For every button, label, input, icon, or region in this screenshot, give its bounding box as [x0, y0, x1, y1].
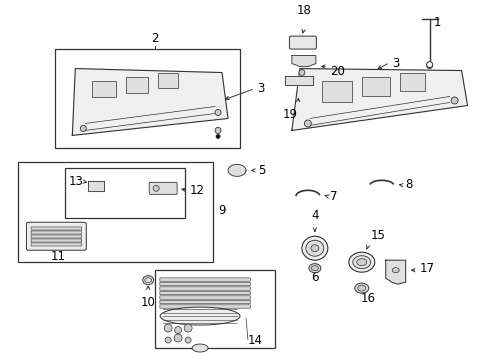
Circle shape — [215, 127, 221, 134]
Ellipse shape — [308, 264, 320, 273]
Text: 11: 11 — [51, 250, 66, 263]
Circle shape — [426, 63, 432, 68]
Text: 19: 19 — [282, 108, 297, 121]
Text: 2: 2 — [151, 32, 159, 45]
Bar — [158, 73, 178, 87]
Circle shape — [426, 62, 432, 68]
Ellipse shape — [356, 259, 366, 266]
Circle shape — [298, 69, 304, 76]
Bar — [155, 270, 274, 348]
Ellipse shape — [310, 245, 318, 252]
Text: 3: 3 — [257, 82, 264, 95]
Circle shape — [215, 109, 221, 116]
Text: 16: 16 — [360, 292, 374, 305]
Circle shape — [184, 324, 192, 332]
Bar — [55, 49, 240, 148]
Text: 10: 10 — [141, 296, 155, 309]
Text: 1: 1 — [433, 15, 440, 29]
Bar — [126, 77, 148, 93]
Ellipse shape — [142, 276, 153, 285]
FancyBboxPatch shape — [31, 243, 81, 246]
Bar — [361, 77, 389, 96]
Ellipse shape — [357, 285, 365, 291]
Circle shape — [80, 125, 86, 131]
Circle shape — [216, 134, 220, 138]
Text: 7: 7 — [329, 190, 337, 203]
FancyBboxPatch shape — [160, 291, 250, 295]
FancyBboxPatch shape — [160, 278, 250, 281]
FancyBboxPatch shape — [26, 222, 86, 250]
Circle shape — [174, 327, 181, 334]
Polygon shape — [88, 181, 104, 191]
Circle shape — [165, 337, 171, 343]
FancyBboxPatch shape — [160, 305, 250, 308]
Circle shape — [185, 337, 191, 343]
FancyBboxPatch shape — [31, 227, 81, 230]
Ellipse shape — [305, 240, 323, 256]
Text: 17: 17 — [419, 262, 434, 275]
Text: 6: 6 — [310, 271, 318, 284]
Text: 13: 13 — [68, 175, 83, 188]
FancyBboxPatch shape — [149, 182, 177, 194]
FancyBboxPatch shape — [31, 235, 81, 238]
Ellipse shape — [391, 268, 398, 273]
FancyBboxPatch shape — [160, 287, 250, 290]
FancyBboxPatch shape — [31, 239, 81, 242]
FancyBboxPatch shape — [160, 300, 250, 304]
Text: 12: 12 — [190, 184, 204, 197]
FancyBboxPatch shape — [31, 231, 81, 234]
Text: 9: 9 — [218, 204, 225, 217]
Polygon shape — [385, 260, 405, 284]
Bar — [19, 162, 213, 262]
Polygon shape — [227, 165, 245, 176]
Text: 14: 14 — [247, 333, 263, 347]
Ellipse shape — [354, 283, 368, 293]
FancyBboxPatch shape — [289, 36, 316, 49]
Text: 3: 3 — [391, 57, 398, 69]
Polygon shape — [72, 68, 227, 135]
Bar — [92, 81, 116, 98]
Text: 8: 8 — [405, 178, 412, 191]
Circle shape — [304, 120, 311, 127]
Ellipse shape — [192, 344, 207, 352]
Ellipse shape — [301, 236, 327, 260]
Ellipse shape — [160, 307, 240, 325]
Text: 20: 20 — [329, 64, 344, 77]
Bar — [321, 81, 351, 103]
Circle shape — [174, 334, 182, 342]
Ellipse shape — [348, 252, 374, 272]
Ellipse shape — [144, 278, 151, 283]
Polygon shape — [285, 76, 312, 85]
Circle shape — [164, 324, 172, 332]
Text: 15: 15 — [369, 229, 385, 242]
Ellipse shape — [311, 266, 318, 271]
Bar — [399, 73, 424, 90]
Polygon shape — [291, 68, 467, 130]
Circle shape — [153, 185, 159, 191]
Polygon shape — [291, 55, 315, 67]
Bar — [65, 168, 185, 218]
Circle shape — [450, 97, 457, 104]
Text: 4: 4 — [310, 209, 318, 222]
FancyBboxPatch shape — [160, 296, 250, 299]
Text: 5: 5 — [258, 164, 265, 177]
FancyBboxPatch shape — [160, 282, 250, 286]
Text: 18: 18 — [296, 4, 311, 17]
Ellipse shape — [352, 256, 370, 269]
